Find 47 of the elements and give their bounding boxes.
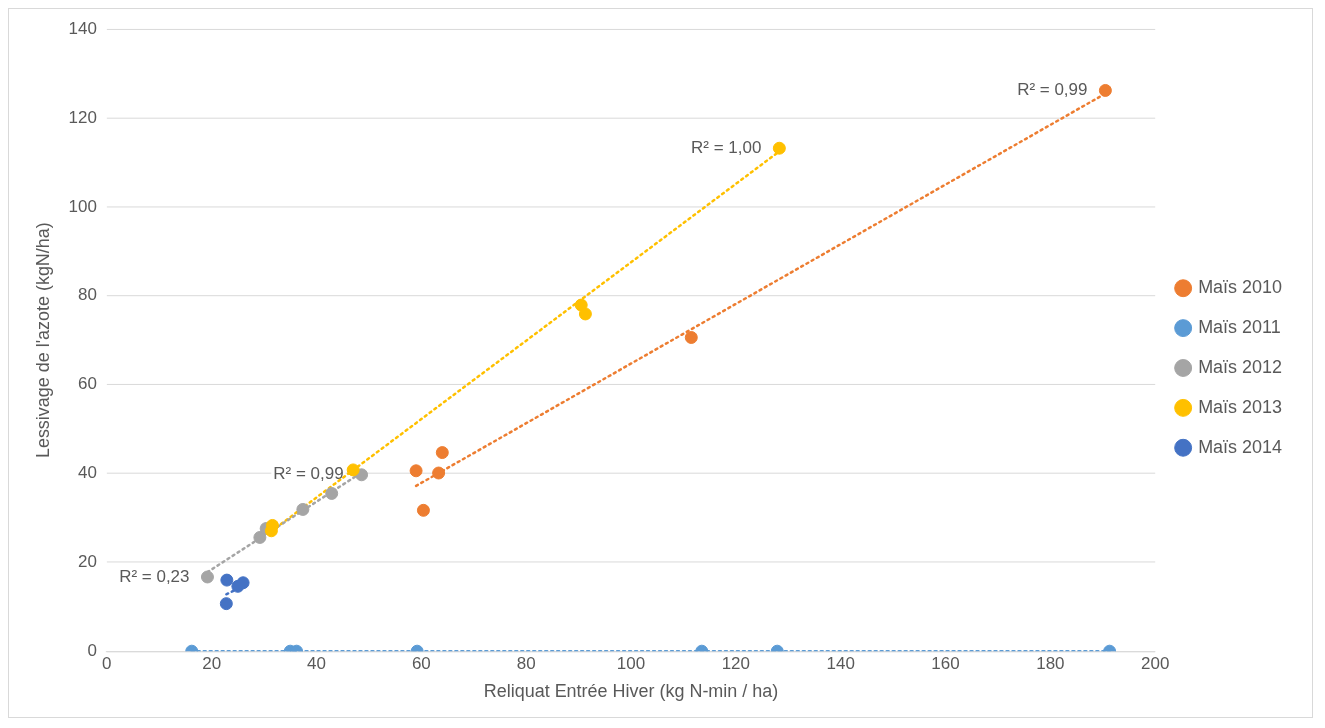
point	[236, 576, 250, 590]
x-axis-title: Reliquat Entrée Hiver (kg N-min / ha)	[483, 681, 779, 702]
point	[253, 530, 267, 544]
legend-label: Maïs 2013	[1198, 396, 1283, 417]
point	[346, 463, 360, 477]
annotation: R² = 1,00	[691, 137, 762, 157]
y-axis-title: Lessivage de l'azote (kgN/ha)	[32, 222, 53, 459]
point	[578, 307, 592, 321]
annotation: R² = 0,23	[119, 566, 190, 586]
legend-label: Maïs 2014	[1198, 436, 1283, 457]
point	[772, 141, 786, 155]
annotation: R² = 0,99	[273, 464, 344, 484]
y-tick-label: 0	[87, 640, 97, 660]
y-tick-label: 80	[77, 285, 97, 305]
point	[296, 502, 310, 516]
y-tick-label: 60	[77, 374, 97, 394]
legend-label: Maïs 2011	[1198, 317, 1281, 338]
y-tick-label: 100	[68, 196, 97, 216]
y-tick-label: 20	[77, 552, 97, 571]
x-tick-label: 0	[102, 654, 112, 674]
point	[220, 573, 234, 587]
x-tick-label: 60	[411, 654, 431, 674]
y-tick-label: 140	[68, 18, 97, 38]
annotation: R² = 0,99	[1017, 80, 1088, 100]
x-tick-label: 20	[202, 654, 222, 674]
point	[435, 446, 449, 460]
point	[265, 518, 279, 532]
point	[432, 466, 446, 480]
x-tick-label: 120	[721, 654, 750, 674]
x-tick-label: 200	[1141, 654, 1170, 674]
y-tick-label: 120	[68, 107, 97, 127]
x-tick-label: 180	[1036, 654, 1065, 674]
point	[684, 331, 698, 344]
x-tick-label: 140	[826, 654, 855, 674]
x-tick-label: 80	[516, 654, 536, 674]
x-tick-label: 160	[931, 654, 960, 674]
x-tick-label: 40	[307, 654, 326, 674]
point	[325, 486, 339, 500]
point	[409, 464, 423, 478]
legend-label: Maïs 2010	[1198, 277, 1283, 298]
point	[1098, 83, 1112, 97]
x-tick-label: 100	[616, 654, 646, 674]
y-tick-label: 40	[77, 463, 97, 483]
legend-label: Maïs 2012	[1198, 356, 1283, 377]
point	[200, 570, 214, 584]
point	[416, 503, 430, 517]
point	[219, 597, 233, 611]
